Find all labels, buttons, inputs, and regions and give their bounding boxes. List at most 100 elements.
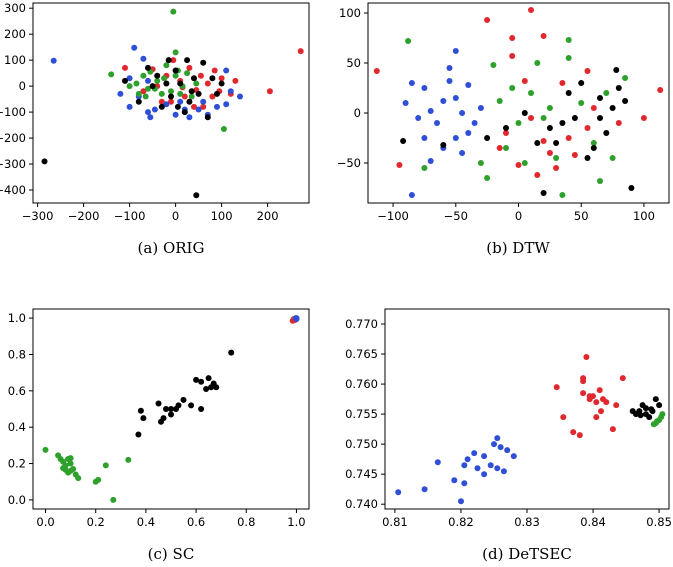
point-black — [198, 378, 205, 385]
point-green — [565, 55, 572, 61]
point-red — [603, 399, 610, 406]
point-blue — [172, 111, 179, 118]
point-green — [108, 71, 115, 78]
point-blue — [186, 114, 193, 121]
point-green — [220, 126, 227, 132]
point-blue — [427, 158, 434, 164]
point-black — [400, 138, 407, 144]
point-black — [198, 406, 205, 412]
point-blue — [497, 444, 504, 451]
point-green — [521, 160, 528, 166]
point-red — [200, 103, 207, 110]
point-green — [126, 83, 133, 90]
point-green — [75, 475, 82, 482]
x-tick-label: 1.0 — [287, 515, 305, 529]
point-black — [193, 192, 200, 199]
point-green — [161, 75, 168, 82]
point-red — [170, 57, 177, 64]
point-black — [168, 406, 174, 412]
x-tick-label: 100 — [211, 209, 233, 223]
point-black — [642, 411, 649, 418]
point-black — [172, 67, 179, 74]
point-green — [503, 145, 509, 151]
y-tick-label: 0.0 — [8, 493, 26, 507]
point-red — [570, 429, 577, 436]
point-blue — [494, 465, 501, 472]
caption-detsec: (d) DeTSEC — [482, 545, 572, 563]
point-green — [490, 62, 497, 68]
point-black — [652, 396, 659, 403]
point-green — [484, 175, 491, 181]
point-black — [615, 85, 622, 91]
point-blue — [421, 486, 428, 493]
point-red — [596, 387, 603, 394]
y-tick-label: 300 — [4, 1, 26, 15]
point-red — [571, 152, 578, 158]
point-black — [122, 77, 128, 84]
point-black — [597, 95, 603, 101]
scatter-points — [395, 354, 666, 505]
point-blue — [461, 462, 468, 469]
point-red — [540, 33, 547, 39]
point-black — [174, 103, 181, 110]
point-green — [553, 155, 560, 161]
point-red — [509, 53, 516, 59]
point-black — [158, 103, 165, 110]
point-black — [571, 115, 578, 121]
x-tick-label: 0.81 — [382, 515, 408, 529]
point-red — [396, 162, 403, 168]
point-red — [503, 130, 509, 136]
point-red — [583, 354, 590, 360]
point-blue — [427, 108, 434, 114]
point-blue — [446, 65, 453, 71]
y-tick-label: 0.770 — [345, 317, 378, 331]
point-green — [67, 467, 74, 474]
panel-sc: 0.0 0.2 0.4 0.6 0.8 1.0 0.0 0.2 0.4 0.6 0.8 1.0 (c)… — [8, 308, 310, 563]
point-red — [609, 426, 616, 433]
point-blue — [452, 95, 459, 101]
point-green — [140, 72, 147, 79]
point-green — [193, 80, 200, 87]
point-blue — [131, 44, 138, 51]
axis-ticks: −100 −50 0 50 100 −50 0 50 100 — [337, 6, 655, 223]
point-green — [496, 98, 503, 104]
point-green — [528, 90, 534, 96]
point-green — [135, 90, 142, 97]
point-blue — [452, 48, 459, 54]
point-red — [657, 87, 664, 93]
axis-ticks: 0.0 0.2 0.4 0.6 0.8 1.0 0.0 0.2 0.4 0.6 0.8 1.0 — [8, 311, 306, 529]
point-black — [191, 75, 197, 82]
caption-dtw: (b) DTW — [486, 239, 550, 257]
point-red — [540, 138, 547, 144]
point-blue — [126, 103, 133, 110]
point-red — [576, 432, 583, 439]
point-blue — [223, 101, 230, 108]
point-blue — [50, 57, 57, 64]
point-red — [484, 17, 491, 23]
point-red — [593, 414, 600, 421]
point-black — [135, 431, 142, 438]
point-blue — [481, 471, 488, 478]
point-green — [172, 72, 179, 79]
point-black — [597, 115, 603, 121]
point-black — [546, 125, 553, 131]
point-green — [67, 455, 74, 462]
point-green — [102, 462, 109, 469]
point-red — [619, 375, 626, 382]
point-green — [188, 93, 195, 100]
point-blue — [471, 450, 478, 457]
point-red — [181, 93, 188, 100]
point-blue — [292, 315, 299, 322]
point-black — [149, 83, 156, 90]
point-green — [515, 120, 522, 126]
y-tick-label: 0 — [354, 106, 361, 120]
point-blue — [487, 462, 494, 469]
point-green — [546, 105, 553, 111]
plot-frame — [32, 2, 310, 204]
x-tick-label: 0 — [172, 209, 179, 223]
point-green — [421, 165, 428, 171]
point-red — [584, 68, 591, 74]
x-tick-label: 0 — [515, 209, 522, 223]
point-green — [540, 115, 547, 121]
point-blue — [421, 85, 428, 91]
